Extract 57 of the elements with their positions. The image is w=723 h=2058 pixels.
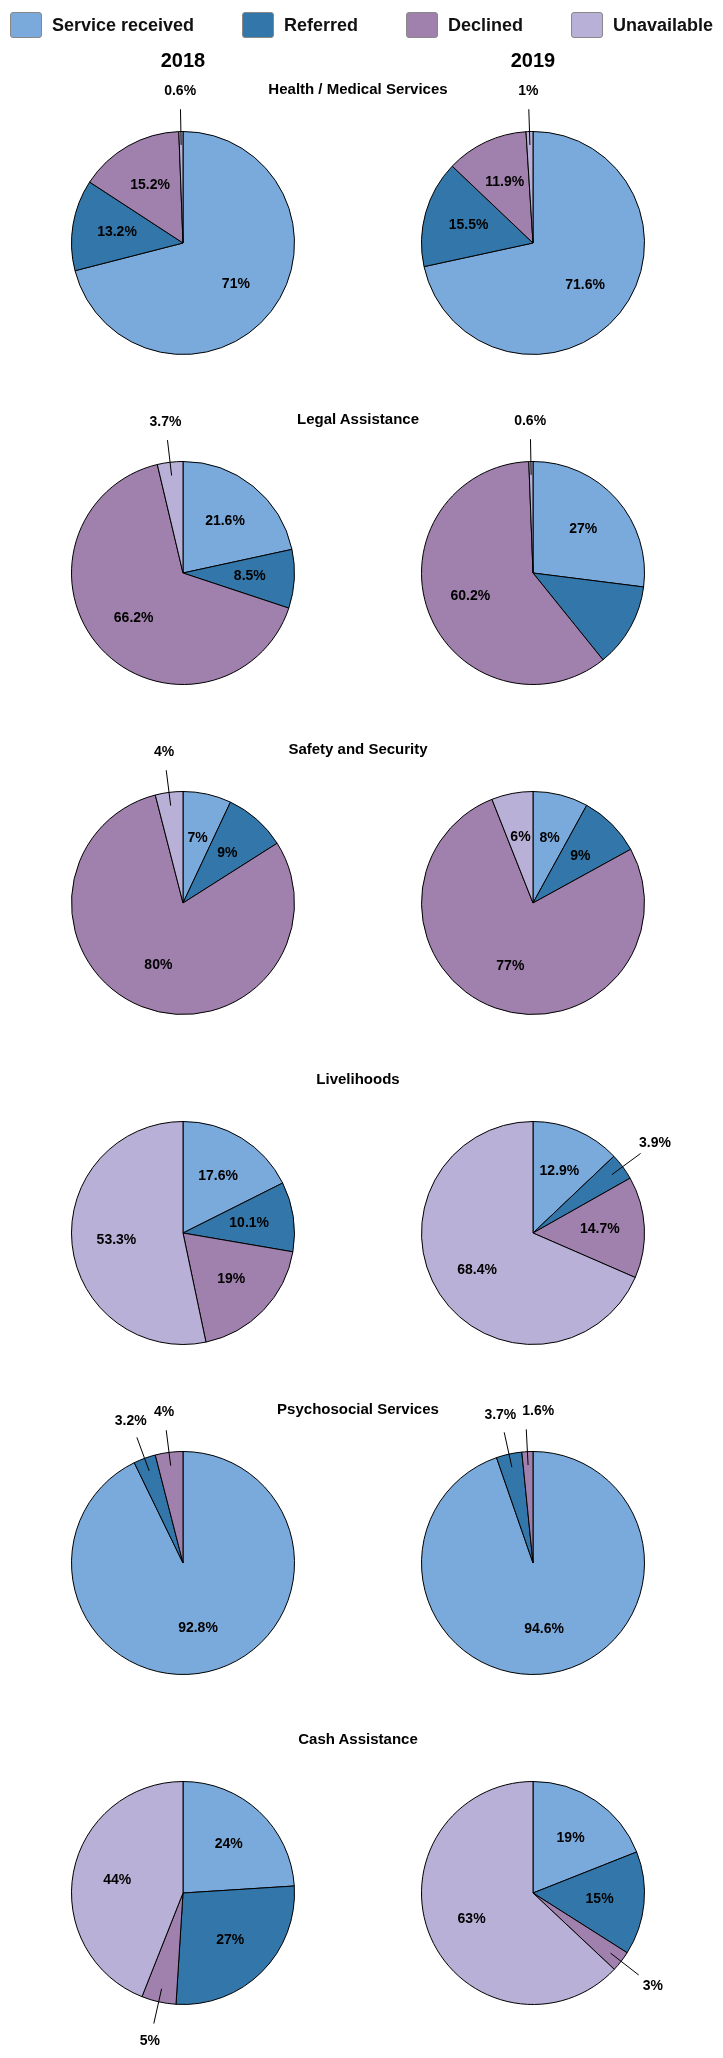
data-label: 4%: [153, 743, 175, 760]
data-label: 3.7%: [149, 413, 182, 430]
data-label: 27%: [216, 1931, 245, 1948]
data-label: 7%: [187, 828, 209, 845]
data-label: 4%: [153, 1403, 175, 1420]
data-label: 15%: [585, 1890, 615, 1907]
data-label: 24%: [214, 1835, 244, 1852]
data-label: 0.6%: [164, 82, 197, 99]
chart-title: Legal Assistance: [297, 410, 419, 427]
data-label: 21.6%: [205, 511, 246, 528]
data-label: 77%: [496, 956, 525, 973]
data-label: 71%: [221, 274, 251, 291]
data-label: 15.2%: [130, 175, 171, 192]
data-label: 71.6%: [565, 275, 606, 292]
data-label: 19%: [556, 1828, 586, 1845]
data-label: 9%: [217, 843, 238, 860]
data-label: 68.4%: [457, 1260, 498, 1277]
data-label: 66.2%: [113, 609, 155, 626]
legend-label: Referred: [284, 14, 359, 36]
data-label: 44%: [103, 1871, 132, 1888]
slice-label: 2019: [509, 48, 557, 72]
data-label: 3.7%: [484, 1405, 517, 1422]
chart-title: Cash Assistance: [297, 1730, 419, 1747]
data-label: 3%: [642, 1976, 664, 1993]
data-label: 60.2%: [450, 587, 491, 604]
data-label: 13.2%: [97, 222, 138, 239]
data-label: 8.5%: [233, 567, 267, 584]
legend-label: Service received: [52, 14, 195, 36]
data-label: 19%: [217, 1270, 246, 1287]
slice-label: 2018: [159, 48, 207, 72]
data-label: 17.6%: [198, 1166, 239, 1183]
legend-label: Declined: [448, 14, 524, 36]
data-label: 9%: [570, 846, 591, 863]
data-label: 1.6%: [522, 1402, 555, 1419]
data-label: 3.9%: [638, 1133, 672, 1150]
data-label: 53.3%: [96, 1230, 137, 1247]
data-label: 80%: [144, 956, 173, 973]
data-label: 6%: [510, 828, 532, 845]
data-label: 11.9%: [485, 173, 525, 190]
data-label: 12.9%: [539, 1162, 580, 1179]
data-label: 14.7%: [579, 1220, 621, 1237]
data-label: 63%: [457, 1910, 487, 1927]
data-label: 27%: [569, 519, 598, 536]
data-label: 3.2%: [114, 1411, 148, 1428]
legend-label: Unavailable: [612, 14, 713, 36]
data-label: 94.6%: [524, 1619, 565, 1636]
data-label: 92.8%: [178, 1619, 219, 1636]
data-label: 0.6%: [514, 412, 547, 429]
chart-title: Safety and Security: [288, 740, 428, 757]
data-label: 5%: [139, 2031, 161, 2048]
chart-title: Livelihoods: [315, 1070, 401, 1087]
data-label: 8%: [539, 829, 561, 846]
data-label: 10.1%: [229, 1214, 270, 1231]
chart-title: Psychosocial Services: [277, 1400, 439, 1417]
text: Health / Medical Services: [268, 80, 448, 97]
data-label: 15.5%: [448, 215, 489, 232]
data-label: 1%: [518, 82, 539, 99]
